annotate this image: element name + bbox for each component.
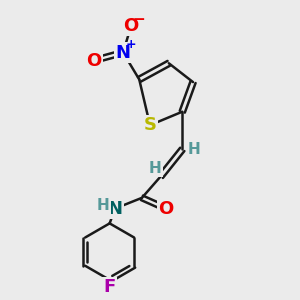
Text: O: O — [158, 200, 174, 217]
Text: H: H — [97, 198, 109, 213]
Text: N: N — [107, 200, 122, 217]
Text: O: O — [86, 52, 101, 70]
Text: +: + — [125, 38, 136, 52]
Text: O: O — [124, 16, 139, 34]
Text: N: N — [116, 44, 130, 62]
Text: −: − — [133, 12, 146, 27]
Text: F: F — [103, 278, 116, 296]
Text: H: H — [149, 161, 162, 176]
Text: H: H — [188, 142, 201, 157]
Text: S: S — [143, 116, 157, 134]
